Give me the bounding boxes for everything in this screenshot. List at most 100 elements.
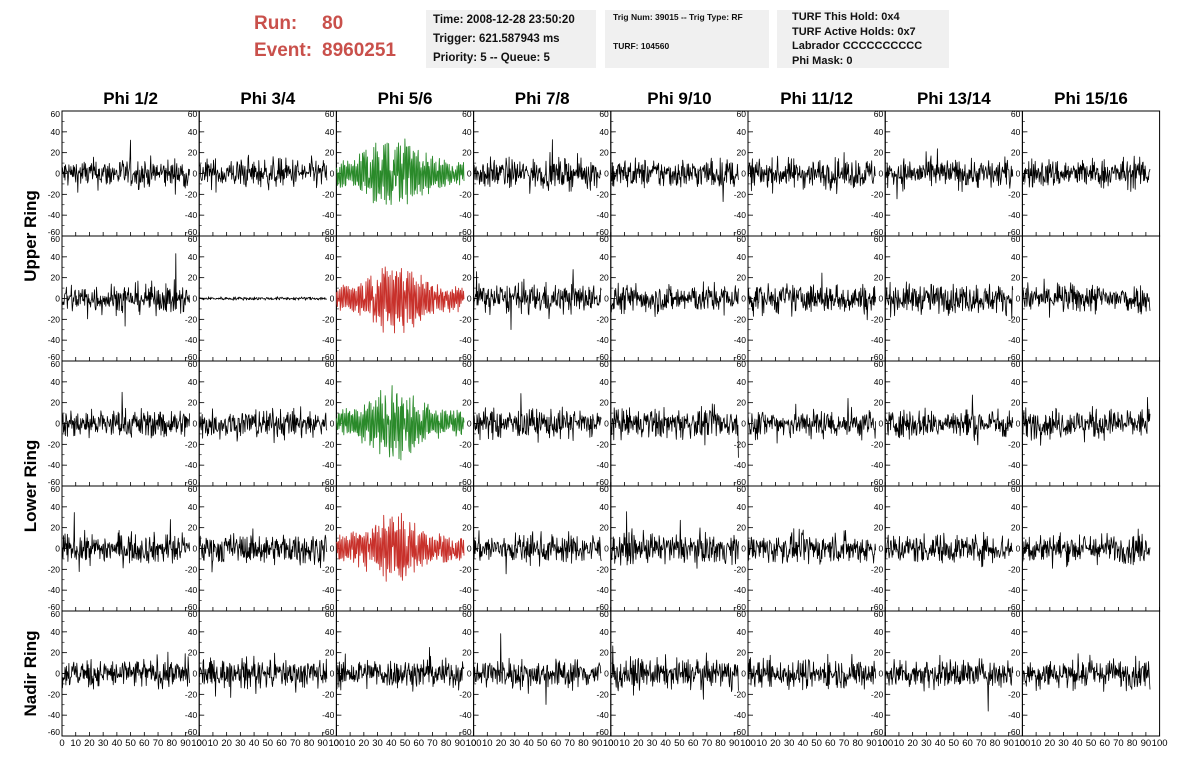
waveform-trace — [747, 152, 876, 195]
y-tick-label: -60 — [1008, 727, 1021, 737]
y-tick-label: 60 — [1011, 609, 1021, 619]
y-tick-label: 20 — [1011, 398, 1021, 408]
run-label: Run: — [254, 13, 298, 34]
waveform-panel: 60 40 20 0 -20 -40 -60 — [871, 234, 1023, 362]
y-tick-label: 20 — [874, 148, 884, 158]
waveform-trace — [335, 512, 465, 582]
y-tick-label: -40 — [322, 210, 335, 220]
y-tick-label: -40 — [185, 585, 198, 595]
x-tick-label: 80 — [441, 738, 452, 749]
y-tick-label: 20 — [599, 398, 609, 408]
waveform-trace — [61, 651, 190, 690]
y-tick-label: -60 — [48, 727, 61, 737]
y-tick-label: 60 — [1011, 234, 1021, 244]
waveform-panel: 60 40 20 0 -20 -40 -60 — [1008, 484, 1161, 612]
y-tick-label: -60 — [871, 352, 884, 362]
y-tick-label: -40 — [185, 335, 198, 345]
run-line: Run: 80 — [254, 10, 396, 37]
y-tick-label: -60 — [48, 602, 61, 612]
waveform-panel: 60 40 20 0 -20 -40 -60 — [734, 359, 886, 487]
x-tick-label: 20 — [359, 738, 370, 749]
x-tick-label: 60 — [551, 738, 562, 749]
y-tick-label: 0 — [330, 544, 335, 554]
x-tick-label: 60 — [688, 738, 699, 749]
y-tick-label: -20 — [322, 439, 335, 449]
x-tick-label: 60 — [825, 738, 836, 749]
y-tick-label: 20 — [599, 648, 609, 658]
y-tick-label: 60 — [51, 484, 61, 494]
y-tick-label: -60 — [459, 477, 472, 487]
x-tick-label: 30 — [921, 738, 932, 749]
y-tick-label: 0 — [878, 669, 883, 679]
y-tick-label: 40 — [325, 627, 335, 637]
waveform-panel: 60 40 20 0 -20 -40 -60 — [1008, 109, 1161, 237]
y-tick-label: 40 — [51, 377, 61, 387]
x-tick-label: 10 — [619, 738, 630, 749]
waveform-trace — [1022, 528, 1151, 569]
y-tick-label: -40 — [185, 710, 198, 720]
waveform-trace — [61, 391, 190, 439]
y-tick-label: -40 — [871, 460, 884, 470]
y-tick-label: 20 — [462, 398, 472, 408]
y-tick-label: -60 — [1008, 352, 1021, 362]
y-tick-label: -40 — [734, 710, 747, 720]
y-tick-label: 0 — [330, 669, 335, 679]
y-tick-label: 60 — [188, 109, 198, 119]
turf-this-hold-text: TURF This Hold: 0x4 — [792, 11, 900, 23]
column-header-7: Phi 13/14 — [917, 89, 991, 108]
y-tick-label: 0 — [604, 544, 609, 554]
x-tick-label: 60 — [413, 738, 424, 749]
x-tick-label: 20 — [907, 738, 918, 749]
waveform-trace — [198, 296, 328, 301]
y-tick-label: 40 — [874, 127, 884, 137]
x-tick-label: 20 — [84, 738, 95, 749]
time-info-box: Time: 2008-12-28 23:50:20 Trigger: 621.5… — [426, 10, 596, 68]
y-tick-label: 20 — [1011, 523, 1021, 533]
y-tick-label: 20 — [737, 398, 747, 408]
y-tick-label: 40 — [51, 502, 61, 512]
waveform-trace — [335, 266, 465, 334]
y-tick-label: 60 — [188, 609, 198, 619]
y-tick-label: 40 — [599, 127, 609, 137]
x-tick-label: 10 — [208, 738, 219, 749]
y-tick-label: 40 — [188, 252, 198, 262]
y-tick-label: 0 — [192, 544, 197, 554]
y-tick-label: 60 — [737, 234, 747, 244]
y-tick-label: -20 — [185, 439, 198, 449]
y-tick-label: 0 — [741, 419, 746, 429]
waveform-panel: 60 40 20 0 -20 -40 -60 — [48, 484, 200, 612]
y-tick-label: -60 — [597, 227, 610, 237]
x-tick-label: 70 — [290, 738, 301, 749]
y-tick-label: -20 — [48, 564, 61, 574]
waveform-trace — [473, 530, 602, 575]
x-tick-label: 10 — [756, 738, 767, 749]
y-tick-label: 0 — [55, 169, 60, 179]
y-tick-label: 0 — [330, 294, 335, 304]
x-tick-label: 0 — [59, 738, 64, 749]
y-tick-label: 60 — [1011, 484, 1021, 494]
y-tick-label: 60 — [51, 234, 61, 244]
y-tick-label: -20 — [734, 189, 747, 199]
x-tick-label: 70 — [1113, 738, 1124, 749]
y-tick-label: -20 — [734, 314, 747, 324]
waveform-panel: 60 40 20 0 -20 -40 -60 — [597, 484, 749, 612]
y-tick-label: 0 — [604, 294, 609, 304]
waveform-panel: 60 40 20 0 -20 -40 -60 — [459, 234, 612, 362]
labrador-text: Labrador CCCCCCCCCC — [792, 40, 923, 52]
y-tick-label: -40 — [48, 710, 61, 720]
y-tick-label: -20 — [871, 564, 884, 574]
y-tick-label: -60 — [734, 602, 747, 612]
waveform-panel: 60 40 20 0 -20 -40 -60 — [185, 484, 337, 612]
y-tick-label: 20 — [462, 273, 472, 283]
y-tick-label: 60 — [599, 109, 609, 119]
y-tick-label: 60 — [1011, 359, 1021, 369]
y-tick-label: 40 — [599, 377, 609, 387]
y-tick-label: 60 — [737, 109, 747, 119]
x-tick-label: 100 — [328, 738, 344, 749]
waveform-trace — [473, 269, 602, 331]
y-tick-label: 20 — [599, 523, 609, 533]
y-tick-label: 60 — [188, 234, 198, 244]
y-tick-label: 0 — [1016, 669, 1021, 679]
